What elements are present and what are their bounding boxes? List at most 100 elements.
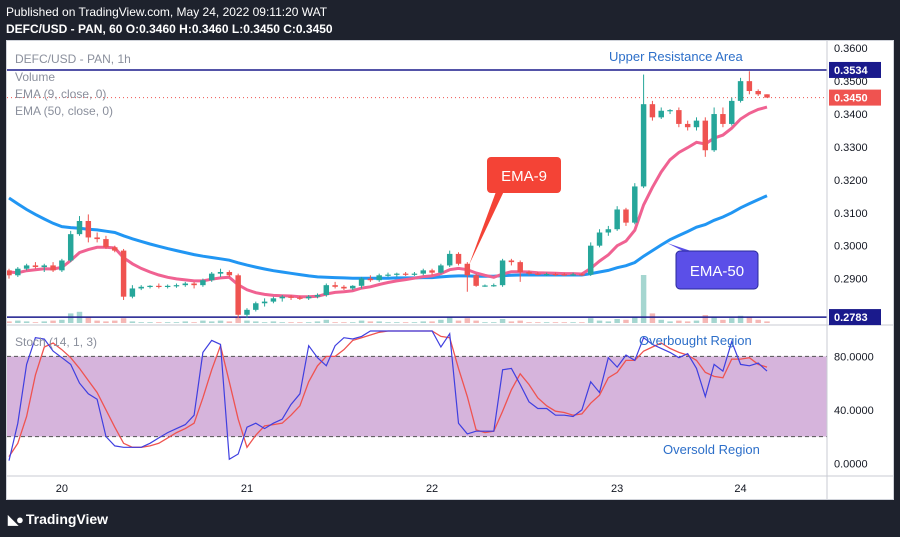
volume-bar [552, 322, 559, 323]
volume-bar [6, 321, 12, 323]
candle-body [279, 296, 285, 299]
volume-bar [182, 321, 189, 323]
candle-body [350, 285, 356, 289]
volume-bar [50, 320, 56, 323]
volume-bar [270, 321, 277, 323]
volume-bar [711, 316, 717, 323]
volume-bar [156, 322, 162, 323]
candle-body [764, 94, 770, 98]
volume-bar [729, 318, 735, 323]
candle-body [235, 275, 241, 315]
volume-bar [350, 322, 356, 323]
candle-body [587, 245, 594, 275]
chart-svg[interactable]: 0.3600 0.3500 0.3400 0.3300 0.3200 0.3100 0.30… [6, 41, 893, 499]
legend-ema50: EMA (50, close, 0) [15, 104, 113, 118]
volume-bar [446, 316, 453, 323]
volume-bar [279, 322, 285, 323]
candle-body [438, 265, 444, 273]
candle-body [200, 280, 206, 286]
candle-body [32, 265, 39, 268]
candle-body [59, 260, 65, 271]
candle-body [579, 274, 585, 276]
volume-bar [208, 321, 215, 323]
candle-body [41, 265, 47, 268]
volume-bar [632, 316, 638, 323]
tradingview-logo-text: TradingView [25, 511, 109, 527]
legend-ema9: EMA (9, close, 0) [15, 87, 106, 101]
candle-body [85, 220, 92, 238]
volume-bar [297, 322, 303, 323]
candle-body [138, 286, 144, 289]
candle-body [120, 250, 127, 297]
volume-bar [693, 320, 700, 323]
candle-body [632, 186, 638, 223]
candle-body [358, 278, 365, 286]
candle-body [526, 271, 532, 274]
price-tick-label: 0.3500 [834, 76, 868, 88]
chart-panel[interactable]: 0.3600 0.3500 0.3400 0.3300 0.3200 0.3100 0.30… [6, 40, 894, 500]
volume-bar [535, 322, 541, 323]
overbought-label: Overbought Region [639, 333, 752, 348]
candle-body [261, 301, 268, 304]
tradingview-logo[interactable]: ◣● TradingView [8, 511, 108, 528]
volume-bar [261, 322, 268, 323]
volume-bar [402, 322, 409, 323]
candle-body [385, 274, 391, 276]
candle-body [332, 285, 338, 287]
volume-bar [23, 321, 30, 323]
volume-bar [191, 322, 197, 323]
candle-body [394, 273, 400, 275]
candle-body [640, 104, 647, 187]
volume-bar [314, 321, 321, 323]
volume-bar [358, 320, 365, 323]
stoch-band [7, 356, 827, 437]
candle-body [746, 81, 753, 92]
axes: 0.3600 0.3500 0.3400 0.3300 0.3200 0.3100 0.30… [7, 41, 893, 499]
candle-body [420, 270, 426, 274]
time-tick-label: 23 [611, 483, 623, 495]
candle-body [649, 104, 656, 118]
candle-body [605, 229, 612, 233]
volume-bar [244, 320, 250, 323]
candle-body [253, 303, 259, 310]
candle-body [499, 260, 506, 286]
price-tick-label: 0.3200 [834, 175, 868, 187]
ema9-callout-pointer [469, 189, 505, 265]
ema9-callout-box [487, 157, 561, 193]
volume-bar [702, 315, 709, 323]
candle-body [508, 260, 515, 263]
price-tick-label: 0.3000 [834, 241, 868, 253]
volume-bar [217, 320, 224, 323]
volume-bar [112, 320, 118, 323]
volume-bar [323, 319, 330, 323]
candle-body [297, 297, 303, 299]
last-price-tag [829, 89, 881, 106]
ohlc-info: DEFC/USD - PAN, 60 O:0.3460 H:0.3460 L:0… [6, 22, 333, 36]
volume-bar [764, 321, 770, 323]
candle-body [411, 273, 418, 275]
volume-bar [385, 322, 391, 323]
candle-body [720, 114, 726, 124]
time-tick-label: 20 [56, 483, 68, 495]
volume-bar [420, 321, 426, 323]
time-tick-label: 24 [734, 483, 746, 495]
time-tick-label: 22 [426, 483, 438, 495]
volume-bar [579, 322, 585, 323]
candle-body [6, 270, 12, 276]
candle-body [446, 253, 453, 266]
volume-bar [596, 320, 603, 323]
volume-bar [59, 319, 65, 323]
volume-bar [94, 320, 100, 323]
volume-bar [200, 320, 206, 323]
candle-body [614, 209, 620, 230]
oversold-label: Oversold Region [663, 442, 760, 457]
stoch-tick-label: 40.0000 [834, 405, 874, 417]
volume-bar [85, 316, 92, 323]
candle-body [561, 274, 568, 276]
candle-body [667, 110, 673, 112]
volume-bar [464, 318, 471, 323]
stoch-pane[interactable] [7, 330, 827, 461]
candle-body [164, 285, 171, 288]
price-pane[interactable] [6, 69, 827, 323]
candle-body [23, 265, 30, 269]
